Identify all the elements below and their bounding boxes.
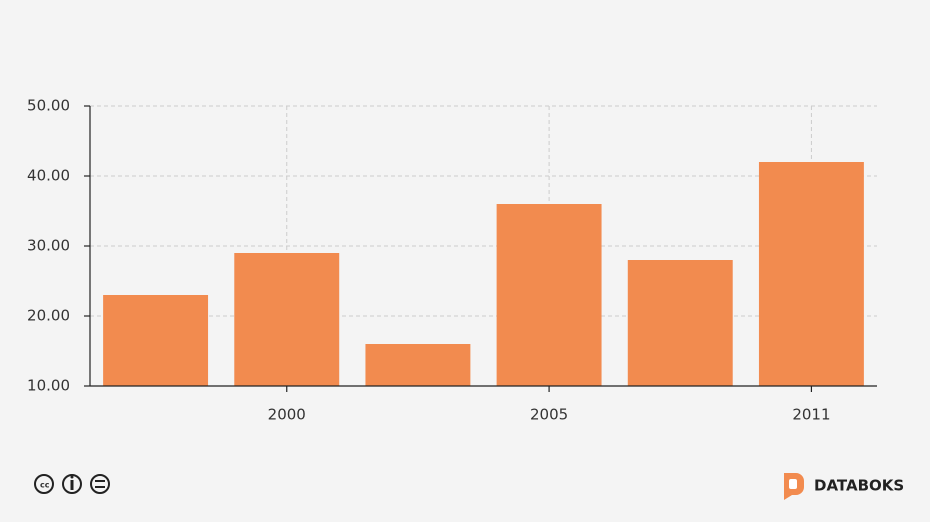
y-tick-label: 40.00 xyxy=(27,167,70,185)
bar xyxy=(365,344,471,386)
y-tick-label: 30.00 xyxy=(27,237,70,255)
cc-text: cc xyxy=(40,481,50,490)
brand-logo-inner xyxy=(789,479,797,489)
y-tick-label: 50.00 xyxy=(27,97,70,115)
y-tick-label: 20.00 xyxy=(27,307,70,325)
x-tick-label: 2000 xyxy=(268,406,306,424)
bar xyxy=(627,260,733,386)
brand-name: DATABOKS xyxy=(814,477,904,495)
y-tick-label: 10.00 xyxy=(27,377,70,395)
bar xyxy=(496,204,602,386)
x-tick-label: 2011 xyxy=(792,406,830,424)
x-tick-label: 2005 xyxy=(530,406,568,424)
bar xyxy=(234,253,340,386)
bar xyxy=(758,162,864,386)
license-icons xyxy=(34,474,110,494)
bar xyxy=(103,295,209,386)
